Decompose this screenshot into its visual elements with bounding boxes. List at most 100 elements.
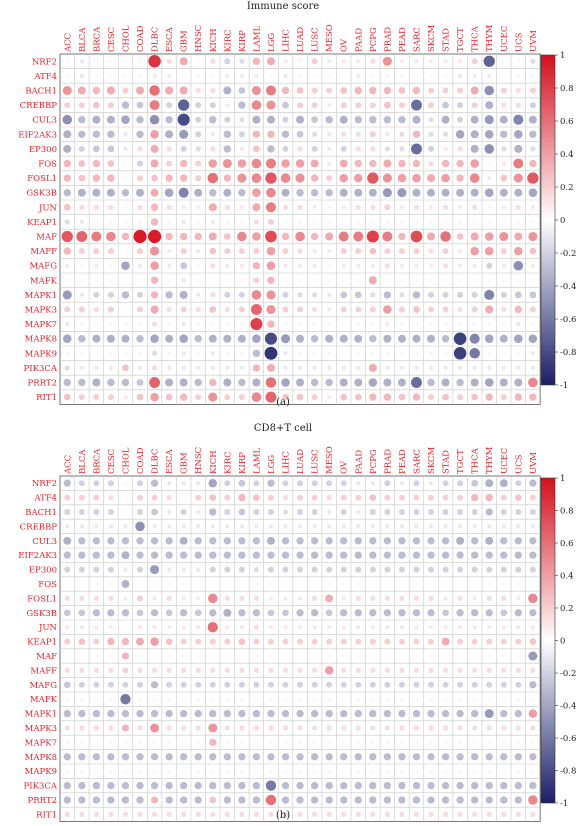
correlation-dot [453, 332, 467, 345]
correlation-dot [442, 681, 449, 688]
column-label-prad: PRAD [383, 449, 393, 474]
correlation-dot [471, 393, 479, 401]
correlation-dot [340, 306, 347, 313]
panel-b-grid [59, 475, 541, 823]
correlation-dot [92, 101, 100, 109]
row-label-mapk7: MAPK7 [25, 738, 57, 748]
correlation-dot [441, 781, 450, 790]
correlation-dot [265, 85, 276, 96]
correlation-dot [225, 322, 229, 326]
correlation-dot [325, 232, 334, 241]
correlation-dot [428, 524, 434, 529]
correlation-dot [107, 248, 114, 255]
correlation-dot [412, 537, 421, 545]
correlation-dot [179, 378, 188, 387]
correlation-dot [147, 229, 162, 244]
correlation-dot [209, 609, 217, 617]
correlation-dot [93, 291, 100, 298]
panel-a-title: Immune score [247, 1, 319, 12]
correlation-dot [209, 115, 217, 124]
correlation-dot [65, 263, 70, 268]
correlation-dot [429, 322, 433, 326]
correlation-dot [239, 625, 244, 630]
correlation-dot [65, 625, 70, 630]
correlation-dot [295, 173, 305, 183]
correlation-dot [195, 725, 201, 731]
column-label-cesc: CESC [107, 449, 117, 474]
colorbar-tick-label: 0.2 [560, 183, 574, 193]
correlation-dot [196, 697, 200, 701]
colorbar-tick-label: -0.8 [560, 348, 576, 358]
correlation-dot [429, 74, 433, 78]
correlation-dot [340, 248, 347, 255]
correlation-dot [440, 231, 451, 242]
correlation-dot [254, 73, 259, 79]
correlation-dot [281, 159, 290, 168]
correlation-dot [254, 769, 258, 773]
correlation-dot [297, 524, 303, 529]
correlation-dot [414, 220, 418, 224]
correlation-dot [514, 334, 523, 343]
correlation-dot [120, 694, 131, 705]
correlation-dot [369, 102, 376, 109]
correlation-dot [516, 321, 521, 327]
correlation-dot [413, 204, 420, 210]
correlation-dot [427, 537, 435, 545]
correlation-dot [414, 654, 418, 658]
correlation-dot [194, 537, 202, 545]
correlation-dot [123, 307, 127, 312]
correlation-dot [340, 87, 348, 94]
correlation-dot [210, 365, 215, 371]
correlation-dot [253, 494, 260, 501]
correlation-dot [109, 59, 113, 63]
correlation-dot [312, 292, 318, 298]
correlation-dot [94, 263, 99, 268]
correlation-dot [341, 205, 346, 210]
correlation-dot [442, 131, 449, 137]
correlation-dot [167, 625, 172, 630]
correlation-dot [441, 173, 450, 183]
correlation-dot [138, 74, 142, 78]
column-label-dlbc: DLBC [151, 27, 161, 52]
correlation-dot [268, 625, 274, 630]
correlation-dot [528, 795, 538, 805]
correlation-dot [123, 176, 127, 180]
correlation-dot [501, 146, 507, 152]
correlation-dot [240, 769, 244, 773]
correlation-dot [355, 811, 361, 817]
correlation-dot [167, 567, 172, 572]
correlation-dot [457, 248, 463, 254]
colorbar-tick-label: 0.4 [560, 150, 574, 160]
correlation-dot [502, 351, 506, 355]
correlation-dot [515, 509, 522, 515]
correlation-dot [150, 637, 159, 646]
correlation-dot [92, 537, 101, 545]
correlation-dot [265, 780, 277, 791]
correlation-dot [427, 394, 435, 401]
correlation-dot [383, 334, 392, 343]
correlation-dot [107, 160, 115, 167]
row-label-maf: MAF [36, 652, 57, 662]
correlation-dot [108, 495, 114, 501]
row-label-jun: JUN [38, 203, 58, 213]
correlation-dot [252, 130, 261, 139]
correlation-dot [529, 494, 536, 501]
correlation-dot [239, 117, 245, 123]
correlation-dot [123, 510, 127, 514]
correlation-dot [150, 609, 159, 617]
correlation-dot [265, 202, 276, 213]
colorbar-tick-label: -0.4 [560, 702, 576, 712]
correlation-dot [225, 102, 230, 108]
correlation-dot [442, 87, 449, 94]
correlation-dot [92, 86, 101, 95]
correlation-dot [384, 146, 390, 152]
correlation-dot [484, 188, 494, 197]
correlation-dot [266, 304, 276, 315]
correlation-dot [311, 509, 318, 515]
correlation-dot [383, 305, 392, 314]
correlation-dot [516, 654, 520, 658]
correlation-dot [485, 551, 493, 559]
correlation-dot [311, 638, 318, 645]
correlation-dot [456, 174, 464, 182]
correlation-dot [516, 596, 521, 601]
